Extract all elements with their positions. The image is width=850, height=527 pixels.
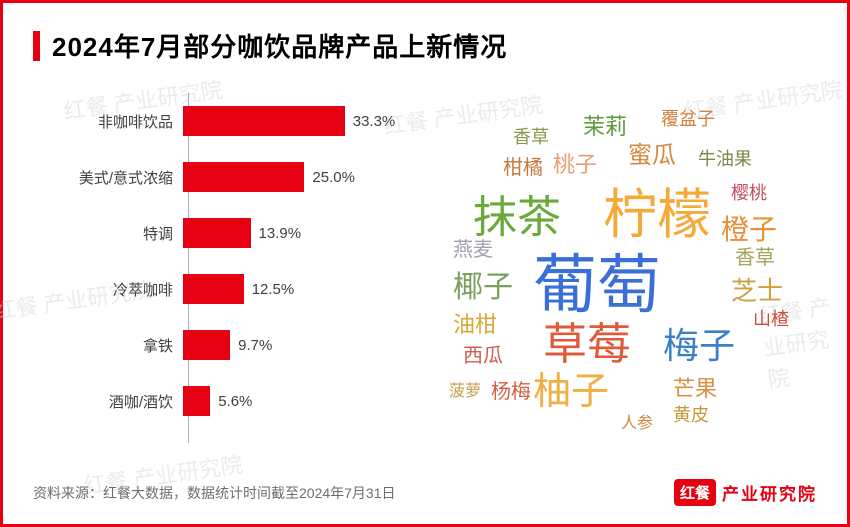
- cloud-word: 菠萝: [449, 384, 481, 400]
- bar-value: 5.6%: [218, 393, 252, 410]
- chart-title: 2024年7月部分咖饮品牌产品上新情况: [52, 27, 507, 64]
- bar-value: 12.5%: [252, 281, 295, 298]
- source-text: 资料来源：红餐大数据，数据统计时间截至2024年7月31日: [33, 483, 396, 503]
- cloud-word: 草莓: [543, 323, 631, 367]
- figure-container: 红餐 产业研究院红餐 产业研究院红餐 产业研究院红餐 产业研究院红餐 产业研究院…: [0, 0, 850, 527]
- bar-rect: [183, 106, 345, 136]
- logo-badge: 红餐: [674, 479, 716, 506]
- cloud-word: 柚子: [533, 373, 609, 411]
- cloud-word: 山楂: [753, 310, 789, 328]
- cloud-word: 梅子: [663, 328, 735, 364]
- bar-row: 酒咖/酒饮 5.6%: [33, 378, 403, 424]
- bar-row: 拿铁 9.7%: [33, 322, 403, 368]
- cloud-word: 桃子: [553, 154, 597, 176]
- bar-rect: [183, 162, 304, 192]
- title-accent-bar: [33, 31, 40, 61]
- bar-label: 特调: [33, 223, 183, 244]
- bar-value: 25.0%: [312, 169, 355, 186]
- cloud-word: 葡萄: [533, 253, 661, 317]
- cloud-word: 黄皮: [673, 406, 709, 424]
- cloud-word: 抹茶: [473, 196, 561, 240]
- cloud-word: 燕麦: [453, 240, 493, 260]
- cloud-word: 油柑: [453, 314, 497, 336]
- cloud-word: 香草: [735, 248, 775, 268]
- cloud-word: 芒果: [673, 378, 717, 400]
- bar-row: 冷萃咖啡 12.5%: [33, 266, 403, 312]
- cloud-word: 柠檬: [603, 188, 711, 242]
- cloud-word: 覆盆子: [661, 110, 715, 128]
- bar-label: 酒咖/酒饮: [33, 391, 183, 412]
- bar-value: 33.3%: [353, 113, 396, 130]
- word-cloud: 葡萄柠檬抹茶草莓柚子梅子椰子橙子芝士蜜瓜桃子茉莉芒果柑橘西瓜香草燕麦油柑覆盆子牛…: [413, 88, 817, 458]
- content-row: 非咖啡饮品 33.3% 美式/意式浓缩 25.0% 特调 13.9% 冷萃咖啡 12.5% 拿铁…: [33, 88, 817, 458]
- cloud-word: 香草: [513, 128, 549, 146]
- cloud-word: 柑橘: [503, 158, 543, 178]
- bar-row: 美式/意式浓缩 25.0%: [33, 154, 403, 200]
- bar-chart: 非咖啡饮品 33.3% 美式/意式浓缩 25.0% 特调 13.9% 冷萃咖啡 12.5% 拿铁…: [33, 88, 403, 458]
- footer: 资料来源：红餐大数据，数据统计时间截至2024年7月31日 红餐 产业研究院: [33, 479, 817, 506]
- cloud-word: 人参: [621, 416, 653, 432]
- bar-rect: [183, 274, 244, 304]
- cloud-word: 椰子: [453, 273, 513, 303]
- bar-label: 冷萃咖啡: [33, 279, 183, 300]
- cloud-word: 茉莉: [583, 116, 627, 138]
- cloud-word: 杨梅: [491, 382, 531, 402]
- cloud-word: 西瓜: [463, 346, 503, 366]
- bar-label: 美式/意式浓缩: [33, 167, 183, 188]
- publisher-logo: 红餐 产业研究院: [674, 479, 817, 506]
- bar-row: 特调 13.9%: [33, 210, 403, 256]
- bar-value: 13.9%: [259, 225, 302, 242]
- title-row: 2024年7月部分咖饮品牌产品上新情况: [33, 27, 817, 64]
- logo-text: 产业研究院: [722, 480, 817, 505]
- cloud-word: 蜜瓜: [628, 144, 676, 168]
- bar-label: 非咖啡饮品: [33, 111, 183, 132]
- bar-row: 非咖啡饮品 33.3%: [33, 98, 403, 144]
- bar-rect: [183, 330, 230, 360]
- cloud-word: 橙子: [721, 216, 777, 244]
- cloud-word: 樱桃: [731, 184, 767, 202]
- cloud-word: 芝士: [731, 278, 783, 304]
- cloud-word: 牛油果: [698, 150, 752, 168]
- bar-rect: [183, 386, 210, 416]
- bar-rect: [183, 218, 251, 248]
- bar-label: 拿铁: [33, 335, 183, 356]
- bar-value: 9.7%: [238, 337, 272, 354]
